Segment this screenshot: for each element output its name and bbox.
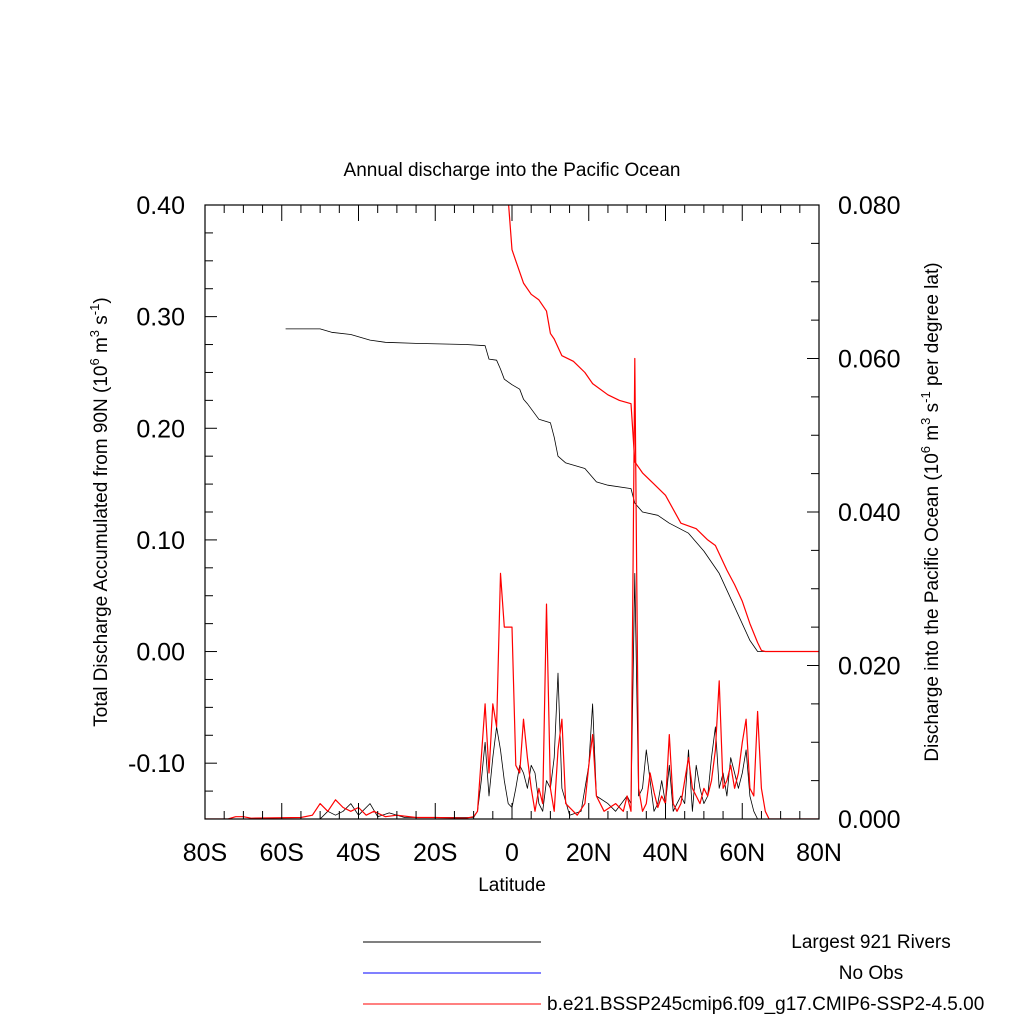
- plot-frame: [204, 204, 820, 820]
- chart-title: Annual discharge into the Pacific Ocean: [344, 160, 681, 181]
- y-right-tick-labels: 0.080 0.060 0.040 0.020 0.000: [838, 192, 901, 834]
- x-axis-label: Latitude: [478, 875, 546, 896]
- x-tick-label: 40N: [643, 839, 689, 867]
- y-left-tick-label: 0.40: [136, 192, 185, 220]
- x-tick-label: 80N: [796, 839, 842, 867]
- x-tick-label: 0: [505, 839, 519, 867]
- y-right-tick-label: 0.040: [838, 499, 901, 527]
- x-tick-label: 20S: [413, 839, 457, 867]
- x-tick-label: 60S: [260, 839, 304, 867]
- y-left-tick-label: 0.30: [136, 304, 185, 332]
- x-tick-labels: 80S 60S 40S 20S 0 20N 40N 60N 80N: [183, 839, 842, 867]
- series-line-0: [285, 328, 819, 652]
- y-left-tick-labels: 0.40 0.30 0.20 0.10 0.00 -0.10: [128, 192, 185, 778]
- legend-label: b.e21.BSSP245cmip6.f09_g17.CMIP6-SSP2-4.…: [547, 994, 984, 1015]
- x-tick-label: 20N: [566, 839, 612, 867]
- legend-label: No Obs: [839, 963, 903, 984]
- axis-ticks: [204, 204, 820, 820]
- y-right-tick-label: 0.080: [838, 192, 901, 220]
- legend: Largest 921 Rivers No Obs b.e21.BSSP245cmi…: [363, 932, 984, 1015]
- y-left-tick-label: 0.00: [136, 639, 185, 667]
- y-right-tick-label: 0.000: [838, 806, 901, 834]
- series-line-3: [508, 205, 819, 653]
- x-tick-label: 80S: [183, 839, 227, 867]
- y-left-tick-label: 0.10: [136, 527, 185, 555]
- y-axis-label-right: Discharge into the Pacific Ocean (106 m3…: [918, 262, 943, 761]
- y-left-tick-label: -0.10: [128, 750, 185, 778]
- y-axis-label-left: Total Discharge Accumulated from 90N (10…: [87, 297, 112, 726]
- series-line-1: [205, 573, 819, 819]
- series-line-4: [205, 357, 819, 819]
- y-right-tick-label: 0.060: [838, 346, 901, 374]
- x-tick-label: 40S: [336, 839, 380, 867]
- y-left-tick-label: 0.20: [136, 415, 185, 443]
- plot-lines: [205, 205, 819, 819]
- legend-label: Largest 921 Rivers: [791, 932, 950, 953]
- x-tick-label: 60N: [719, 839, 765, 867]
- y-right-tick-label: 0.020: [838, 653, 901, 681]
